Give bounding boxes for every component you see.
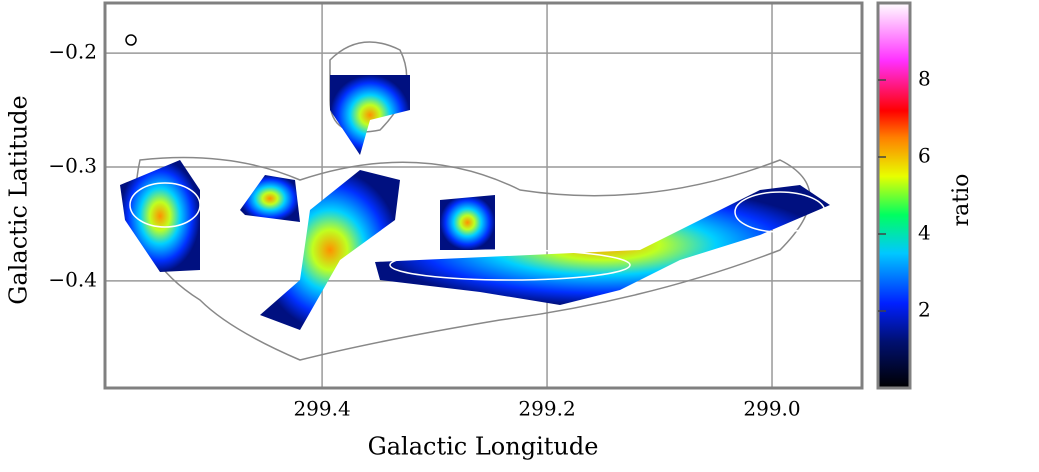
- emission-map: [120, 34, 830, 361]
- region-outline: [734, 191, 826, 233]
- x-tick-label: 299.0: [743, 397, 800, 421]
- colorbar-tick-label: 4: [918, 221, 931, 245]
- blob: [240, 175, 300, 222]
- y-tick-label: −0.4: [48, 267, 97, 291]
- x-tick-label: 299.4: [293, 397, 350, 421]
- blob: [375, 185, 830, 305]
- y-axis-title: Galactic Latitude: [5, 95, 33, 305]
- colorbar-tick-label: 8: [918, 67, 931, 91]
- colorbar-title: ratio: [949, 174, 974, 227]
- colorbar: [876, 1, 912, 390]
- region-outline: [129, 182, 201, 228]
- colorbar-tick-label: 2: [918, 298, 931, 322]
- colorbar-tick-label: 6: [918, 144, 931, 168]
- y-tick-label: −0.3: [48, 154, 97, 178]
- x-tick-label: 299.2: [518, 397, 575, 421]
- plot-frame: [103, 1, 864, 390]
- grid: [105, 3, 862, 388]
- blob: [440, 195, 495, 250]
- blob: [330, 75, 410, 155]
- region-outline: [389, 249, 631, 281]
- x-axis-title: Galactic Longitude: [368, 433, 599, 461]
- blob: [120, 160, 200, 272]
- contour: [135, 156, 811, 361]
- blob: [260, 170, 400, 330]
- y-tick-label: −0.2: [48, 40, 97, 64]
- beam: [125, 34, 137, 46]
